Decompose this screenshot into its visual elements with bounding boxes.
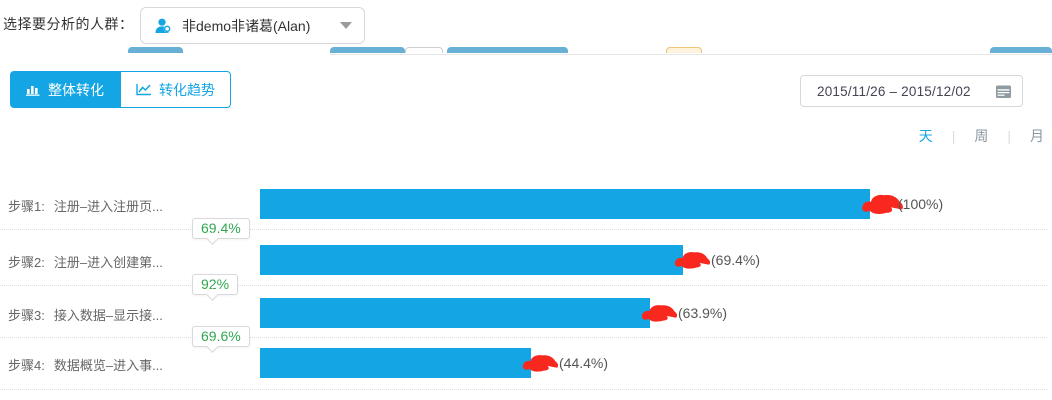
step-label: 步骤2: 注册–进入创建第... [8, 252, 163, 271]
step-number: 步骤1: [8, 199, 45, 214]
chevron-down-icon [340, 22, 352, 29]
conversion-rate-badge: 69.6% [192, 326, 250, 347]
step-label: 步骤1: 注册–进入注册页... [8, 196, 163, 215]
tab-label: 整体转化 [48, 81, 104, 98]
funnel-bar-step-3[interactable] [260, 298, 650, 328]
tab-label: 转化趋势 [159, 81, 215, 98]
funnel-bar-step-4[interactable] [260, 348, 531, 378]
cohort-selector[interactable]: 非demo非诸葛(Alan) [140, 7, 365, 44]
cohort-selector-value: 非demo非诸葛(Alan) [182, 17, 311, 34]
clipped-pill-fragment [330, 47, 405, 53]
step-label: 步骤4: 数据概览–进入事... [8, 355, 163, 374]
step-number: 步骤3: [8, 308, 45, 323]
red-arrow-annotation [673, 249, 711, 271]
step-name: 注册–进入注册页... [53, 199, 163, 214]
granularity-option-3[interactable]: 月 [1030, 128, 1044, 144]
date-range-value: 2015/11/26 – 2015/12/02 [817, 83, 971, 99]
user-icon [153, 16, 173, 36]
step-name: 注册–进入创建第... [53, 255, 163, 270]
row-separator [0, 389, 1047, 390]
bar-chart-icon [26, 83, 41, 96]
line-chart-icon [136, 83, 152, 96]
clipped-pill-fragment [405, 47, 443, 53]
step-number: 步骤2: [8, 255, 45, 270]
granularity-separator: | [951, 128, 956, 144]
panel-top-border [330, 54, 1052, 55]
granularity-switcher: 天 | 周 | 月 [919, 126, 1044, 146]
granularity-separator: | [1007, 128, 1011, 144]
row-separator [0, 337, 1047, 338]
conversion-rate-badge: 92% [192, 274, 239, 295]
tab-overall-conversion[interactable]: 整体转化 [10, 71, 120, 108]
bar-percent-label: (44.4%) [559, 355, 609, 371]
step-number: 步骤4: [8, 358, 45, 373]
tab-conversion-trend[interactable]: 转化趋势 [120, 71, 231, 108]
clipped-pill-fragment [666, 47, 702, 53]
bar-percent-label: (100%) [898, 196, 944, 212]
clipped-pill-fragment [447, 47, 568, 53]
red-arrow-annotation [860, 193, 904, 215]
bar-percent-label: (69.4%) [711, 252, 761, 268]
step-label: 步骤3: 接入数据–显示接... [8, 305, 163, 324]
step-name: 数据概览–进入事... [53, 358, 163, 373]
calendar-icon [995, 84, 1012, 99]
granularity-option-2[interactable]: 周 [974, 128, 989, 144]
red-arrow-annotation [640, 302, 678, 324]
funnel-bar-step-1[interactable] [260, 189, 870, 219]
row-separator [0, 285, 1047, 286]
funnel-bar-step-2[interactable] [260, 245, 683, 275]
view-tab-group: 整体转化 转化趋势 [10, 71, 231, 108]
date-range-picker[interactable]: 2015/11/26 – 2015/12/02 [800, 75, 1023, 107]
conversion-rate-badge: 69.4% [192, 218, 250, 239]
row-separator [0, 229, 1047, 230]
bar-percent-label: (63.9%) [678, 305, 728, 321]
granularity-option-1[interactable]: 天 [918, 128, 933, 144]
red-arrow-annotation [521, 352, 559, 374]
step-name: 接入数据–显示接... [53, 308, 163, 323]
clipped-pill-fragment [128, 47, 183, 53]
clipped-pill-fragment [990, 47, 1052, 53]
cohort-label: 选择要分析的人群： [3, 16, 134, 32]
